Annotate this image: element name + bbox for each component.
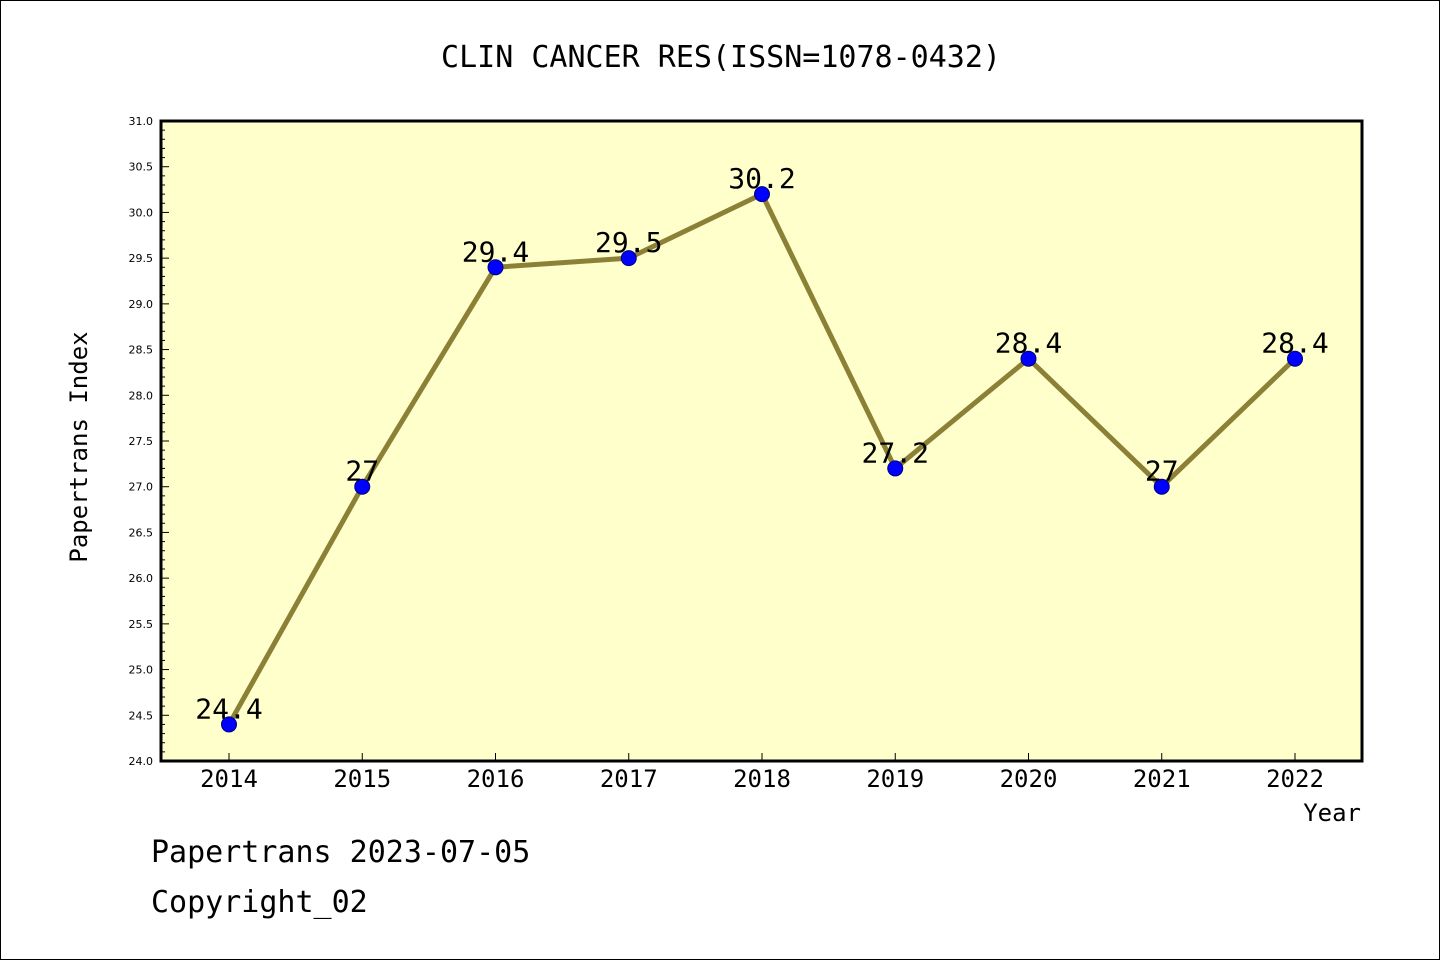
y-tick-label: 25.5 (129, 618, 154, 631)
data-label: 30.2 (728, 162, 795, 195)
data-point (620, 250, 637, 267)
y-tick-label: 28.5 (129, 344, 154, 357)
data-label: 28.4 (1261, 327, 1328, 360)
data-label: 27 (345, 455, 379, 488)
y-tick-label: 24.0 (129, 755, 154, 768)
data-point (487, 259, 504, 276)
x-tick-label: 2015 (333, 765, 391, 793)
y-tick-label: 25.0 (129, 664, 154, 677)
data-label: 29.4 (462, 235, 529, 268)
data-label: 24.4 (195, 692, 262, 725)
x-axis: 2014 2015 2016 2017 2018 2019 2020 2021 2022 (200, 753, 1324, 793)
plot-area (159, 119, 1364, 763)
data-point (221, 716, 237, 733)
y-tick-label: 26.5 (129, 526, 154, 539)
data-point (1153, 478, 1170, 495)
y-tick-label: 29.0 (129, 298, 154, 311)
x-tick-label: 2014 (200, 765, 258, 793)
y-tick-label: 26.0 (129, 572, 154, 585)
y-tick-label: 27.5 (129, 435, 154, 448)
x-tick-label: 2016 (467, 765, 525, 793)
data-point (354, 478, 371, 495)
series-layer: 24.4 27 29.4 29.5 30.2 27.2 28.4 27 28.4 (195, 162, 1329, 733)
y-tick-label: 30.0 (129, 206, 154, 219)
x-tick-label: 2020 (1000, 765, 1058, 793)
y-axis-label: Papertrans Index (65, 331, 93, 562)
y-tick-label: 29.5 (129, 252, 154, 265)
chart-title: CLIN CANCER RES(ISSN=1078-0432) (441, 40, 1001, 75)
data-label: 29.5 (595, 226, 662, 259)
y-tick-label: 24.5 (129, 709, 154, 722)
copyright-text: Copyright_02 (151, 885, 368, 920)
y-tick-label: 31.0 (129, 115, 154, 128)
x-tick-label: 2017 (600, 765, 658, 793)
x-tick-label: 2021 (1133, 765, 1191, 793)
source-stamp: Papertrans 2023-07-05 (151, 835, 531, 870)
x-tick-label: 2019 (866, 765, 924, 793)
data-point (887, 460, 904, 477)
data-label: 27.2 (862, 436, 929, 469)
y-axis: 24.0 24.5 25.0 25.5 26.0 26.5 27.0 27.5 28.0 28.5… (129, 115, 169, 768)
y-tick-label: 30.5 (129, 161, 154, 174)
data-label: 28.4 (995, 327, 1062, 360)
x-tick-label: 2022 (1266, 765, 1324, 793)
x-axis-label: Year (1303, 799, 1361, 827)
y-tick-label: 27.0 (129, 481, 154, 494)
x-tick-label: 2018 (733, 765, 791, 793)
y-tick-label: 28.0 (129, 389, 154, 402)
data-label: 27 (1145, 455, 1179, 488)
data-point (1287, 350, 1303, 367)
data-point (1020, 350, 1037, 367)
data-point (754, 186, 770, 203)
